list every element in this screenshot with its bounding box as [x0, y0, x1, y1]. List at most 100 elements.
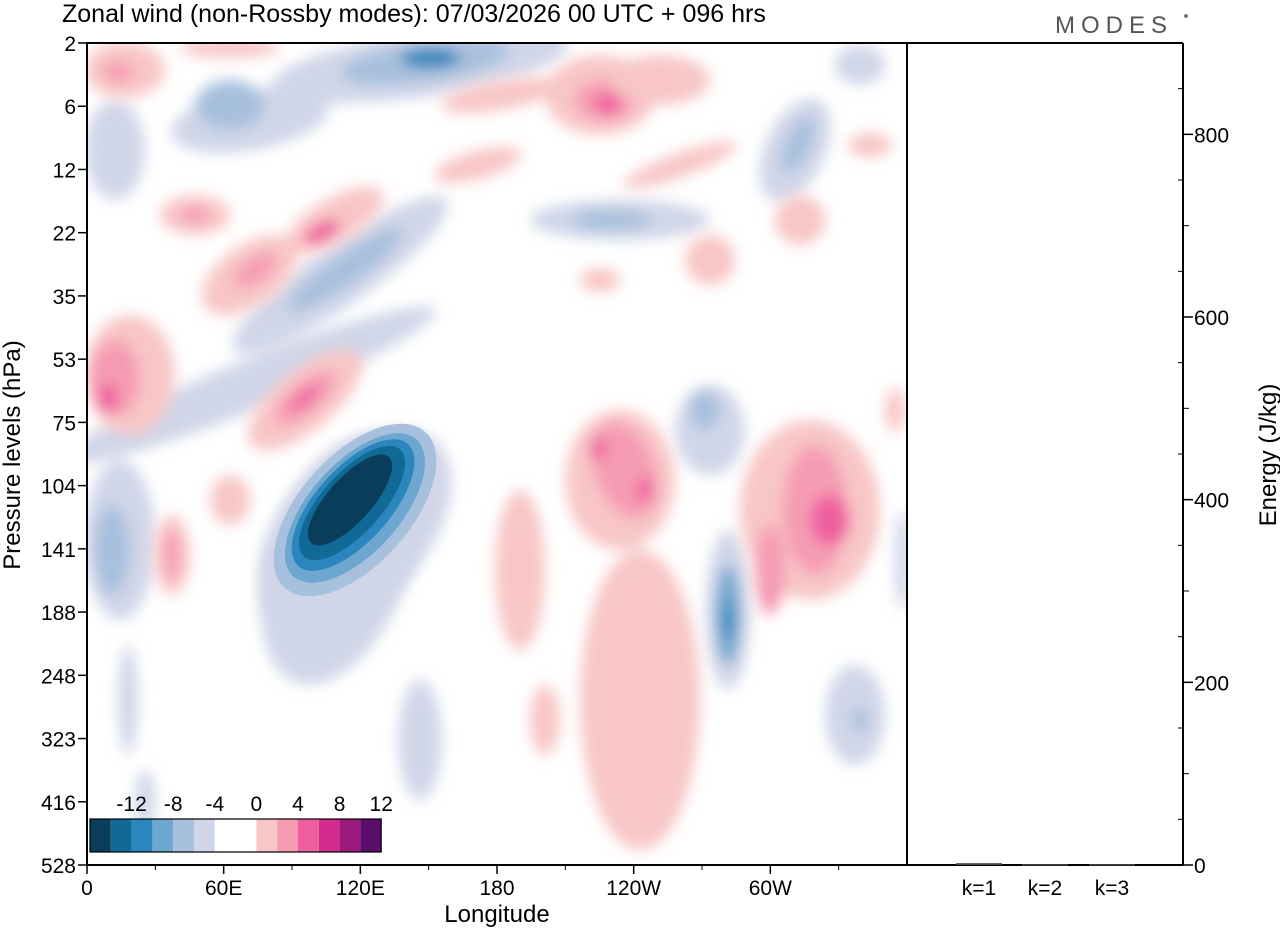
colorbar-label: 4: [292, 793, 304, 816]
x-tick-label: 0: [81, 877, 93, 900]
anom-neg: [852, 708, 868, 732]
y-tick-label: 53: [53, 349, 76, 372]
colorbar-swatch: [277, 819, 298, 852]
x-tick-label: 120E: [336, 877, 385, 900]
colorbar-swatch: [173, 819, 194, 852]
colorbar-label: 12: [370, 793, 393, 816]
energy-category-label: k=3: [1095, 877, 1129, 900]
anom-neg: [287, 228, 403, 312]
energy-axis-label: Energy (J/kg): [1255, 384, 1280, 527]
y-tick-label: 104: [41, 476, 76, 499]
anom-pos: [103, 62, 133, 82]
anom-neg: [87, 306, 436, 464]
energy-bar: [956, 863, 1002, 865]
anom-pos: [210, 475, 250, 525]
anom-pos: [685, 235, 735, 285]
anom-pos: [180, 43, 280, 58]
y-tick-label: 12: [53, 159, 76, 182]
colorbar-swatch: [256, 819, 278, 852]
anom-pos: [440, 76, 560, 114]
anom-neg: [723, 600, 733, 640]
y-tick-label: 75: [53, 412, 76, 435]
y-tick-label: 188: [41, 602, 76, 625]
colorbar: -12 -8 -4 0 4 8 12: [89, 793, 393, 853]
anom-pos: [164, 530, 180, 580]
y-tick-label: 22: [53, 223, 76, 246]
anom-neg: [307, 454, 393, 546]
colorbar-border: [89, 818, 382, 853]
energy-tick-label: 200: [1194, 672, 1229, 695]
jet-core-negative: [258, 423, 452, 632]
y-tick-label: 528: [41, 855, 76, 878]
anom-pos: [580, 268, 620, 292]
colorbar-swatch: [110, 819, 132, 852]
colorbar-label: -4: [205, 793, 224, 816]
colorbar-label: -12: [116, 793, 146, 816]
colorbar-swatch: [298, 819, 319, 852]
y-tick-label: 35: [53, 286, 76, 309]
chart-title: Zonal wind (non-Rossby modes): 07/03/202…: [62, 0, 766, 28]
energy-tick-label: 400: [1194, 490, 1229, 513]
x-tick-label: 120W: [606, 877, 661, 900]
anom-pos: [98, 384, 118, 412]
anom-pos: [755, 525, 785, 615]
anom-pos: [590, 436, 606, 460]
colorbar-label: 8: [334, 793, 346, 816]
y-tick-label: 141: [41, 539, 76, 562]
anom-pos: [610, 55, 710, 105]
anom-neg: [135, 770, 155, 830]
anom-neg: [835, 45, 885, 85]
y-axis-label: Pressure levels (hPa): [0, 340, 26, 569]
x-axis-label: Longitude: [444, 901, 549, 928]
colorbar-label: 0: [251, 793, 263, 816]
energy-category-label: k=1: [962, 877, 996, 900]
anom-neg: [398, 680, 442, 800]
anom-pos: [495, 490, 545, 650]
colorbar-swatch: [235, 819, 257, 852]
energy-tick-label: 0: [1194, 855, 1206, 878]
anom-neg: [895, 510, 907, 610]
energy-bar: [1089, 864, 1135, 866]
energy-tick-label: 600: [1194, 307, 1229, 330]
x-tick-label: 60W: [749, 877, 792, 900]
colorbar-swatch: [214, 819, 236, 852]
energy-bars: k=1 k=2 k=3: [956, 863, 1135, 900]
y-tick-label: 416: [41, 792, 76, 815]
anom-neg: [87, 100, 145, 200]
modes-logo: MODES: [1055, 12, 1173, 39]
colorbar-swatch: [131, 819, 153, 852]
colorbar-label: -8: [164, 793, 183, 816]
anom-neg: [690, 390, 720, 430]
anom-pos: [304, 219, 340, 245]
colorbar-swatch: [360, 819, 382, 852]
colorbar-swatch: [339, 819, 361, 852]
heatmap-field: -12 -8 -4 0 4 8 12: [87, 43, 907, 853]
colorbar-swatch: [90, 819, 111, 852]
colorbar-swatch: [318, 819, 340, 852]
anom-neg: [781, 117, 815, 173]
y-tick-label: 248: [41, 665, 76, 688]
anom-pos: [290, 385, 320, 411]
anom-pos: [434, 147, 522, 183]
anom-pos: [623, 141, 737, 189]
anom-pos: [530, 685, 560, 755]
anom-pos: [180, 207, 210, 223]
anom-pos: [885, 388, 905, 432]
anom-pos: [594, 94, 622, 114]
y-tick-label: 323: [41, 729, 76, 752]
anom-pos: [233, 252, 277, 288]
y-tick-label: 2: [64, 33, 76, 56]
x-tick-label: 180: [479, 877, 514, 900]
anom-neg: [572, 210, 652, 230]
anom-neg: [94, 505, 130, 595]
anom-neg: [400, 48, 460, 68]
anom-pos: [637, 478, 653, 502]
anom-pos: [775, 195, 825, 245]
y-tick-label: 6: [64, 96, 76, 119]
energy-tick-label: 800: [1194, 124, 1229, 147]
anom-pos: [580, 550, 700, 850]
negative-anomalies: [87, 43, 907, 830]
colorbar-swatch: [194, 819, 215, 852]
